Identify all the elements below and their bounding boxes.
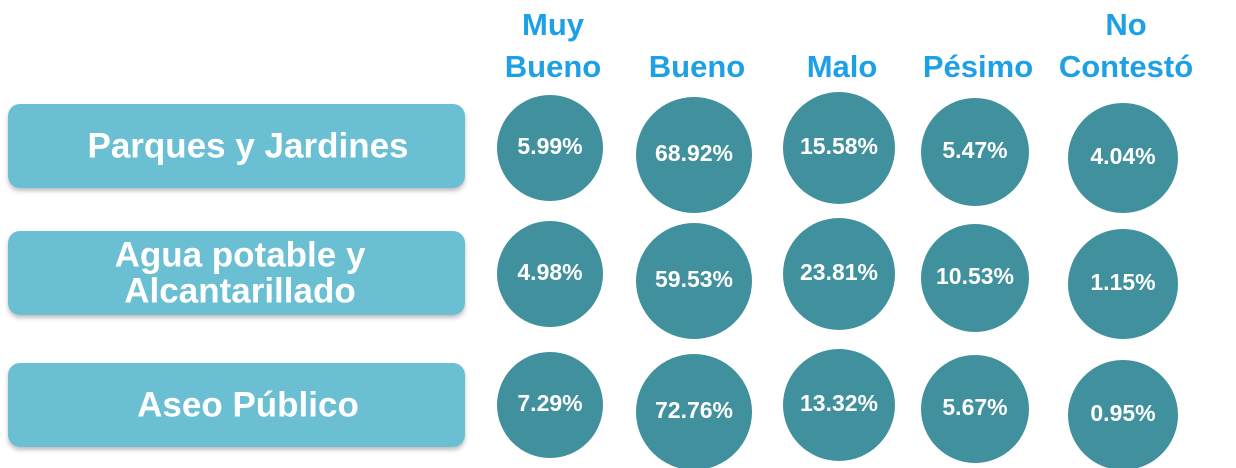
cell-value: 23.81% xyxy=(800,259,878,285)
value-circle xyxy=(636,223,752,339)
column-header: Bueno xyxy=(649,49,745,84)
column-header: Contestó xyxy=(1059,49,1193,84)
cell-value: 5.47% xyxy=(942,137,1007,163)
cell-value: 15.58% xyxy=(800,133,878,159)
row-label-box xyxy=(8,363,465,447)
value-circle xyxy=(921,355,1029,463)
column-header: Pésimo xyxy=(923,49,1033,84)
column-header: Muy xyxy=(522,7,585,42)
value-circle xyxy=(636,97,752,213)
value-circle xyxy=(783,218,895,330)
value-circle xyxy=(1068,229,1178,339)
value-circle xyxy=(497,221,603,327)
value-circle xyxy=(636,354,752,468)
value-circle xyxy=(1068,360,1178,468)
row-label: Aseo Público xyxy=(137,385,359,424)
row-label: Alcantarillado xyxy=(124,271,355,310)
value-circle xyxy=(921,224,1029,332)
cell-value: 0.95% xyxy=(1090,400,1155,426)
cell-value: 13.32% xyxy=(800,390,878,416)
cell-value: 72.76% xyxy=(655,397,733,423)
column-header: Malo xyxy=(807,49,878,84)
row-label: Parques y Jardines xyxy=(88,126,409,165)
cell-value: 68.92% xyxy=(655,140,733,166)
row-label-box xyxy=(8,231,465,315)
value-circle xyxy=(497,95,603,201)
row-label: Agua potable y xyxy=(115,235,366,274)
column-header: Bueno xyxy=(505,49,601,84)
cell-value: 5.99% xyxy=(517,133,582,159)
cell-value: 4.04% xyxy=(1090,143,1155,169)
value-circle xyxy=(921,98,1029,206)
value-circle xyxy=(783,349,895,461)
value-circle xyxy=(783,92,895,204)
value-circle xyxy=(497,352,603,458)
column-header: No xyxy=(1105,7,1146,42)
cell-value: 5.67% xyxy=(942,394,1007,420)
cell-value: 1.15% xyxy=(1090,269,1155,295)
cell-value: 10.53% xyxy=(936,263,1014,289)
cell-value: 4.98% xyxy=(517,259,582,285)
cell-value: 59.53% xyxy=(655,266,733,292)
row-label-box xyxy=(8,104,465,188)
value-circle xyxy=(1068,103,1178,213)
cell-value: 7.29% xyxy=(517,390,582,416)
